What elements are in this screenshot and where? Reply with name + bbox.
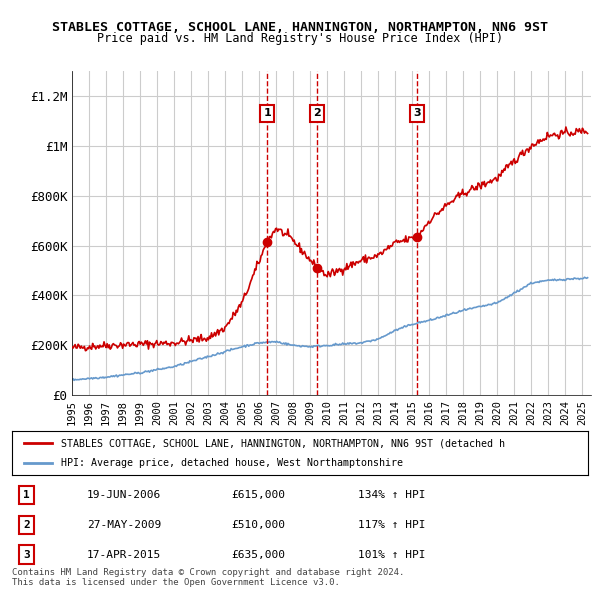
- Text: 3: 3: [413, 108, 421, 118]
- Text: 1: 1: [263, 108, 271, 118]
- Text: 27-MAY-2009: 27-MAY-2009: [87, 520, 161, 530]
- Text: Contains HM Land Registry data © Crown copyright and database right 2024.
This d: Contains HM Land Registry data © Crown c…: [12, 568, 404, 587]
- Text: 3: 3: [23, 550, 30, 560]
- Text: £635,000: £635,000: [231, 550, 285, 560]
- Text: 17-APR-2015: 17-APR-2015: [87, 550, 161, 560]
- Text: Price paid vs. HM Land Registry's House Price Index (HPI): Price paid vs. HM Land Registry's House …: [97, 32, 503, 45]
- Text: STABLES COTTAGE, SCHOOL LANE, HANNINGTON, NORTHAMPTON, NN6 9ST (detached h: STABLES COTTAGE, SCHOOL LANE, HANNINGTON…: [61, 438, 505, 448]
- Text: 19-JUN-2006: 19-JUN-2006: [87, 490, 161, 500]
- Text: £615,000: £615,000: [231, 490, 285, 500]
- Text: 117% ↑ HPI: 117% ↑ HPI: [358, 520, 425, 530]
- Text: 101% ↑ HPI: 101% ↑ HPI: [358, 550, 425, 560]
- Text: £510,000: £510,000: [231, 520, 285, 530]
- Text: 134% ↑ HPI: 134% ↑ HPI: [358, 490, 425, 500]
- Text: 1: 1: [23, 490, 30, 500]
- Text: 2: 2: [313, 108, 321, 118]
- Text: STABLES COTTAGE, SCHOOL LANE, HANNINGTON, NORTHAMPTON, NN6 9ST: STABLES COTTAGE, SCHOOL LANE, HANNINGTON…: [52, 21, 548, 34]
- Text: HPI: Average price, detached house, West Northamptonshire: HPI: Average price, detached house, West…: [61, 458, 403, 467]
- Text: 2: 2: [23, 520, 30, 530]
